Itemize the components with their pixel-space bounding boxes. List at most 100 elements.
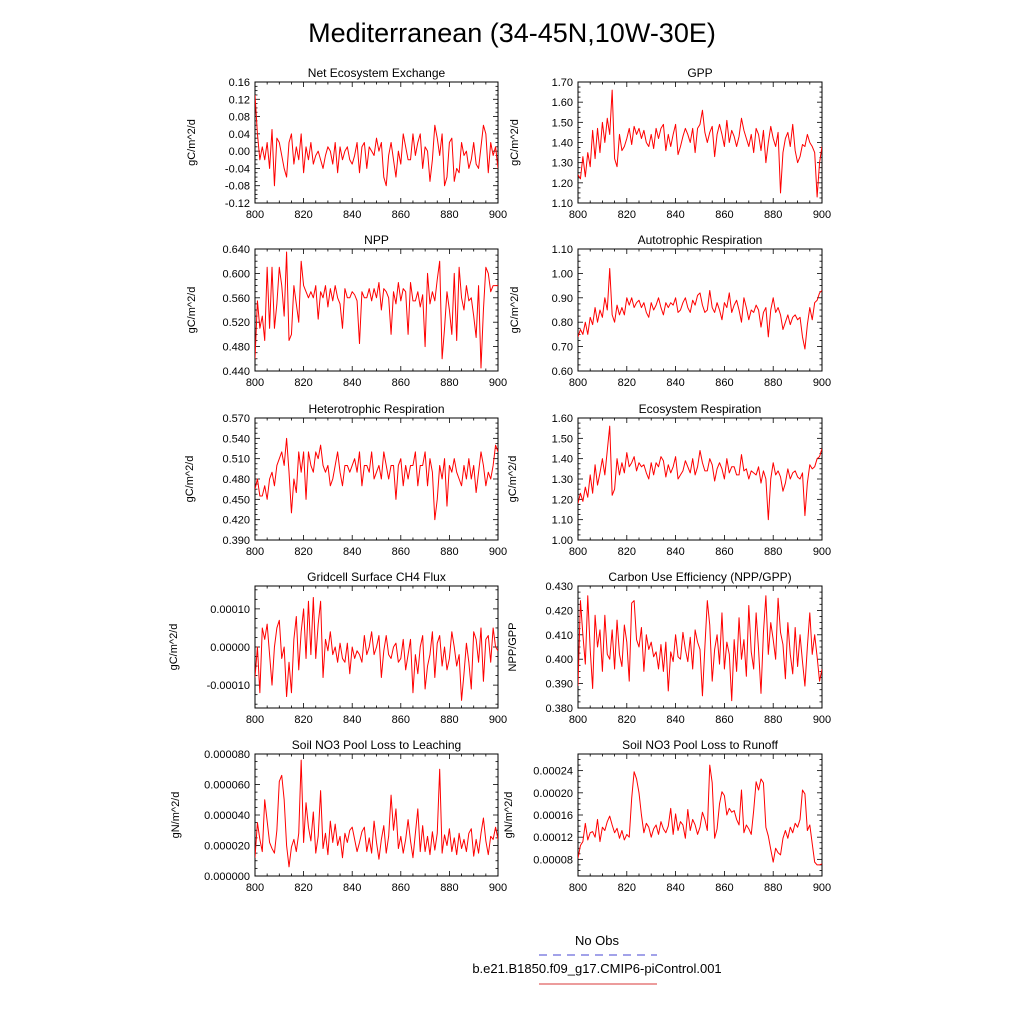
chart-title: Autotrophic Respiration bbox=[638, 233, 763, 247]
x-tick-label: 900 bbox=[489, 377, 507, 389]
series-line bbox=[578, 268, 822, 350]
y-tick-label: 1.20 bbox=[552, 178, 573, 190]
x-tick-label: 900 bbox=[489, 882, 507, 894]
x-tick-label: 860 bbox=[715, 882, 733, 894]
chart-npp: NPP 800 820 840 860 880 900 0.440 0.480 0.520 0.56… bbox=[186, 233, 507, 389]
x-tick-label: 900 bbox=[813, 882, 831, 894]
x-tick-label: 800 bbox=[569, 377, 587, 389]
x-tick-label: 800 bbox=[246, 882, 264, 894]
chart-title: Soil NO3 Pool Loss to Leaching bbox=[292, 738, 461, 752]
plot-frame bbox=[577, 753, 823, 877]
x-tick-label: 860 bbox=[392, 209, 410, 221]
y-tick-label: 0.000000 bbox=[204, 871, 250, 883]
y-tick-label: 0.00 bbox=[229, 146, 250, 158]
chart-panels: Net Ecosystem Exchange 800 820 840 860 880 900… bbox=[168, 66, 831, 894]
x-tick-label: 900 bbox=[489, 714, 507, 726]
y-tick-label: -0.08 bbox=[225, 181, 250, 193]
y-tick-label: 0.390 bbox=[222, 535, 250, 547]
x-tick-label: 900 bbox=[813, 209, 831, 221]
x-tick-label: 880 bbox=[440, 882, 458, 894]
y-tick-label: 0.12 bbox=[229, 94, 250, 106]
x-tick-label: 840 bbox=[343, 882, 361, 894]
y-tick-label: 0.480 bbox=[222, 342, 250, 354]
y-tick-label: 0.00012 bbox=[533, 832, 573, 844]
y-tick-label: 0.380 bbox=[545, 703, 573, 715]
chart-gridcell-surface-ch4-flux: Gridcell Surface CH4 Flux 800 820 840 860 880… bbox=[168, 570, 507, 726]
y-tick-label: 0.00024 bbox=[533, 766, 573, 778]
series-line bbox=[578, 764, 822, 866]
chart-title: GPP bbox=[687, 66, 712, 80]
plot-frame bbox=[254, 248, 499, 372]
series-line bbox=[255, 437, 498, 521]
chart-soil-no3-pool-loss-to-runoff: Soil NO3 Pool Loss to Runoff 800 820 840 860… bbox=[503, 738, 831, 894]
series-line bbox=[255, 596, 498, 701]
x-tick-label: 880 bbox=[764, 714, 782, 726]
x-tick-label: 840 bbox=[666, 714, 684, 726]
y-tick-label: 0.60 bbox=[552, 366, 573, 378]
x-tick-label: 800 bbox=[246, 546, 264, 558]
x-tick-label: 840 bbox=[666, 377, 684, 389]
y-tick-label: 0.000040 bbox=[204, 810, 250, 822]
chart-net-ecosystem-exchange: Net Ecosystem Exchange 800 820 840 860 880 900… bbox=[186, 66, 507, 221]
x-tick-label: 800 bbox=[569, 209, 587, 221]
y-tick-label: 1.40 bbox=[552, 138, 573, 150]
legend: No Obs b.e21.B1850.f09_g17.CMIP6-piContr… bbox=[472, 933, 722, 985]
y-tick-label: 1.10 bbox=[552, 198, 573, 210]
y-axis-label: gC/m^2/d bbox=[507, 456, 519, 503]
x-tick-label: 900 bbox=[489, 209, 507, 221]
x-tick-label: 880 bbox=[764, 882, 782, 894]
x-tick-label: 860 bbox=[392, 377, 410, 389]
x-tick-label: 800 bbox=[246, 377, 264, 389]
x-tick-label: 860 bbox=[392, 882, 410, 894]
x-tick-label: 800 bbox=[246, 714, 264, 726]
x-tick-label: 820 bbox=[294, 209, 312, 221]
series-line bbox=[578, 89, 822, 198]
y-tick-label: 0.600 bbox=[222, 268, 250, 280]
x-tick-label: 840 bbox=[666, 546, 684, 558]
y-tick-label: 1.50 bbox=[552, 117, 573, 129]
x-tick-label: 820 bbox=[294, 882, 312, 894]
x-tick-label: 900 bbox=[813, 377, 831, 389]
y-axis-label: gC/m^2/d bbox=[186, 119, 198, 166]
y-tick-label: 0.000060 bbox=[204, 780, 250, 792]
legend-label-model-run: b.e21.B1850.f09_g17.CMIP6-piControl.001 bbox=[472, 961, 721, 976]
x-tick-label: 820 bbox=[618, 882, 636, 894]
chart-ecosystem-respiration: Ecosystem Respiration 800 820 840 860 880 900 1… bbox=[507, 402, 831, 558]
y-tick-label: 1.70 bbox=[552, 77, 573, 89]
y-tick-label: 0.00010 bbox=[210, 604, 250, 616]
chart-title: Carbon Use Efficiency (NPP/GPP) bbox=[608, 570, 791, 584]
chart-soil-no3-pool-loss-to-leaching: Soil NO3 Pool Loss to Leaching 800 820 840 8… bbox=[170, 738, 507, 894]
y-tick-label: 1.00 bbox=[552, 535, 573, 547]
chart-heterotrophic-respiration: Heterotrophic Respiration 800 820 840 860 880… bbox=[184, 402, 507, 558]
x-tick-label: 840 bbox=[666, 882, 684, 894]
series-line bbox=[255, 94, 498, 187]
y-axis-label: gN/m^2/d bbox=[170, 792, 182, 839]
y-axis-label: NPP/GPP bbox=[507, 623, 519, 672]
y-tick-label: 0.440 bbox=[222, 366, 250, 378]
y-axis-label: gC/m^2/d bbox=[168, 624, 180, 671]
y-tick-label: 0.390 bbox=[545, 679, 573, 691]
x-tick-label: 860 bbox=[392, 714, 410, 726]
x-tick-label: 880 bbox=[440, 546, 458, 558]
series-line bbox=[578, 425, 822, 521]
y-tick-label: 0.80 bbox=[552, 317, 573, 329]
x-tick-label: 820 bbox=[618, 546, 636, 558]
chart-gpp: GPP 800 820 840 860 880 900 1.10 1.20 1.30 1.40 1.5… bbox=[509, 66, 831, 221]
y-tick-label: -0.12 bbox=[225, 198, 250, 210]
y-tick-label: 1.50 bbox=[552, 433, 573, 445]
x-tick-label: 860 bbox=[715, 546, 733, 558]
y-tick-label: 1.30 bbox=[552, 158, 573, 170]
x-tick-label: 860 bbox=[392, 546, 410, 558]
series-line bbox=[255, 251, 498, 369]
y-tick-label: 0.420 bbox=[222, 515, 250, 527]
x-tick-label: 840 bbox=[343, 377, 361, 389]
y-tick-label: 0.000080 bbox=[204, 749, 250, 761]
x-tick-label: 840 bbox=[343, 546, 361, 558]
x-tick-label: 900 bbox=[813, 546, 831, 558]
y-tick-label: 0.70 bbox=[552, 342, 573, 354]
y-axis-label: gC/m^2/d bbox=[184, 456, 196, 503]
y-tick-label: 1.60 bbox=[552, 97, 573, 109]
y-axis-label: gC/m^2/d bbox=[509, 287, 521, 334]
chart-title: NPP bbox=[364, 233, 389, 247]
